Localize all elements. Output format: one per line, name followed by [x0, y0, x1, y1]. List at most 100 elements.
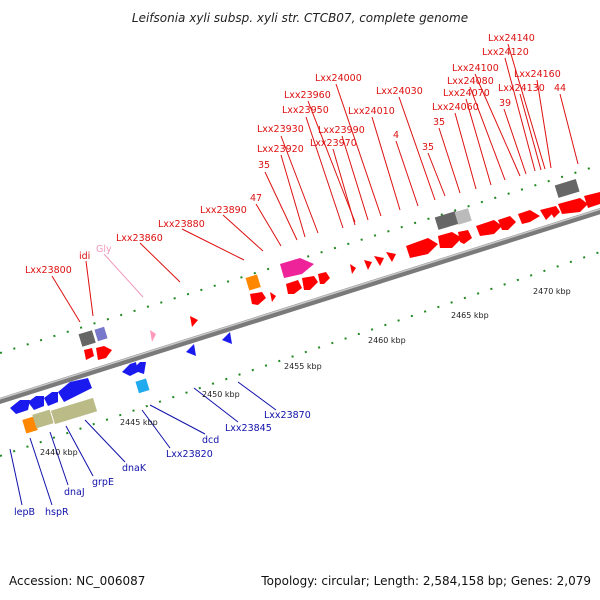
gene-label: Lxx24070: [443, 88, 490, 99]
forward-gene-labels: Lxx23800 idi Gly Lxx23860 Lxx23880 Lxx23…: [25, 33, 566, 276]
leader-line: [474, 73, 521, 177]
leader-line: [395, 140, 419, 207]
gene-feature: [454, 208, 472, 225]
gene-feature: [438, 232, 462, 248]
leader-line: [9, 448, 23, 506]
leader-line: [193, 387, 239, 423]
gene-feature: [32, 409, 54, 429]
gene-feature: [554, 179, 580, 198]
kbp-tick-label: 2440 kbp: [40, 448, 78, 457]
gene-label: Lxx23990: [318, 125, 365, 136]
gene-label: Lxx23870: [264, 410, 311, 421]
gene-feature: [122, 362, 138, 376]
gene-feature: [132, 362, 146, 374]
gene-label: dnaK: [122, 463, 147, 474]
gene-feature: [96, 346, 112, 360]
gene-label: Lxx24140: [488, 33, 535, 44]
trna-feature: [150, 330, 156, 342]
gene-label: Lxx24160: [514, 69, 561, 80]
gene-label: Lxx23820: [166, 449, 213, 460]
gene-label: 4: [393, 130, 399, 141]
leader-line: [371, 116, 401, 211]
gene-feature: [28, 396, 44, 410]
gene-feature: [406, 238, 438, 258]
leader-line: [181, 228, 245, 261]
leader-line: [139, 242, 181, 283]
gene-feature: [186, 344, 196, 356]
leader-line: [51, 275, 81, 323]
leader-line: [536, 79, 552, 169]
gene-label: Lxx24010: [348, 106, 395, 117]
gene-feature: [458, 230, 472, 244]
gene-label: Lxx23800: [25, 265, 72, 276]
kbp-tick-label: 2455 kbp: [284, 362, 322, 371]
gene-feature: [84, 348, 94, 360]
leader-line: [559, 93, 579, 165]
gene-feature: [286, 280, 302, 294]
gene-feature: [548, 206, 560, 218]
gene-label: Lxx23970: [310, 138, 357, 149]
gene-label: Gly: [96, 244, 112, 255]
gene-feature: [94, 326, 108, 342]
gene-label: Lxx23860: [116, 233, 163, 244]
gene-label: lepB: [14, 507, 35, 518]
gene-feature: [78, 330, 96, 347]
gene-label: dnaJ: [64, 487, 85, 498]
leader-lines: [9, 43, 579, 506]
gene-label: idi: [79, 251, 90, 262]
gene-label: Lxx23890: [200, 205, 247, 216]
leader-line: [507, 43, 546, 170]
leader-line: [454, 112, 477, 190]
leader-line: [49, 431, 69, 486]
gene-feature: [280, 258, 314, 278]
leader-line: [149, 404, 206, 435]
genome-summary-text: Topology: circular; Length: 2,584,158 bp…: [260, 574, 591, 588]
gene-label: 35: [422, 142, 434, 153]
gene-feature: [584, 192, 600, 208]
gene-label: 35: [258, 160, 270, 171]
leader-line: [427, 152, 446, 197]
gene-label: Lxx24080: [447, 76, 494, 87]
leader-line: [141, 409, 171, 449]
gene-feature: [476, 220, 502, 236]
gene-label: Lxx23930: [257, 124, 304, 135]
gene-label: Lxx23960: [284, 90, 331, 101]
leader-line: [305, 116, 344, 229]
gene-label: hspR: [45, 507, 69, 518]
leader-line: [280, 154, 306, 238]
kbp-ticks: 2440 kbp 2445 kbp 2450 kbp 2455 kbp 2460…: [40, 287, 571, 457]
gene-label: Lxx23950: [282, 105, 329, 116]
leader-line: [503, 108, 527, 175]
accession-text: Accession: NC_006087: [9, 574, 145, 588]
gene-feature: [270, 292, 276, 302]
gene-feature: [245, 274, 261, 291]
leader-line: [307, 100, 356, 223]
forward-genes: [78, 179, 600, 360]
leader-line: [65, 425, 94, 477]
gene-label: Lxx23880: [158, 219, 205, 230]
gene-label: 39: [499, 98, 511, 109]
gene-feature: [318, 272, 330, 284]
gene-feature: [58, 378, 92, 402]
leader-line: [469, 86, 506, 181]
gene-label: Lxx24000: [315, 73, 362, 84]
gene-label: Lxx23845: [225, 423, 272, 434]
gene-feature: [50, 397, 98, 425]
gene-feature: [22, 416, 38, 434]
leader-line: [222, 214, 264, 252]
gene-feature: [135, 378, 150, 394]
gene-label: Lxx24130: [498, 83, 545, 94]
map-title: Leifsonia xyli subsp. xyli str. CTCB07, …: [132, 11, 468, 25]
leader-line: [280, 135, 319, 234]
kbp-tick-label: 2460 kbp: [368, 336, 406, 345]
gene-feature: [518, 210, 540, 224]
gene-label: 44: [554, 83, 566, 94]
leader-line: [438, 127, 461, 194]
leader-line: [84, 419, 126, 463]
genome-backbone: [0, 208, 600, 404]
leader-line: [465, 98, 492, 186]
kbp-tick-label: 2470 kbp: [533, 287, 571, 296]
genome-backbone-highlight: [0, 208, 600, 400]
leader-line: [29, 437, 53, 506]
leader-line: [504, 57, 536, 172]
